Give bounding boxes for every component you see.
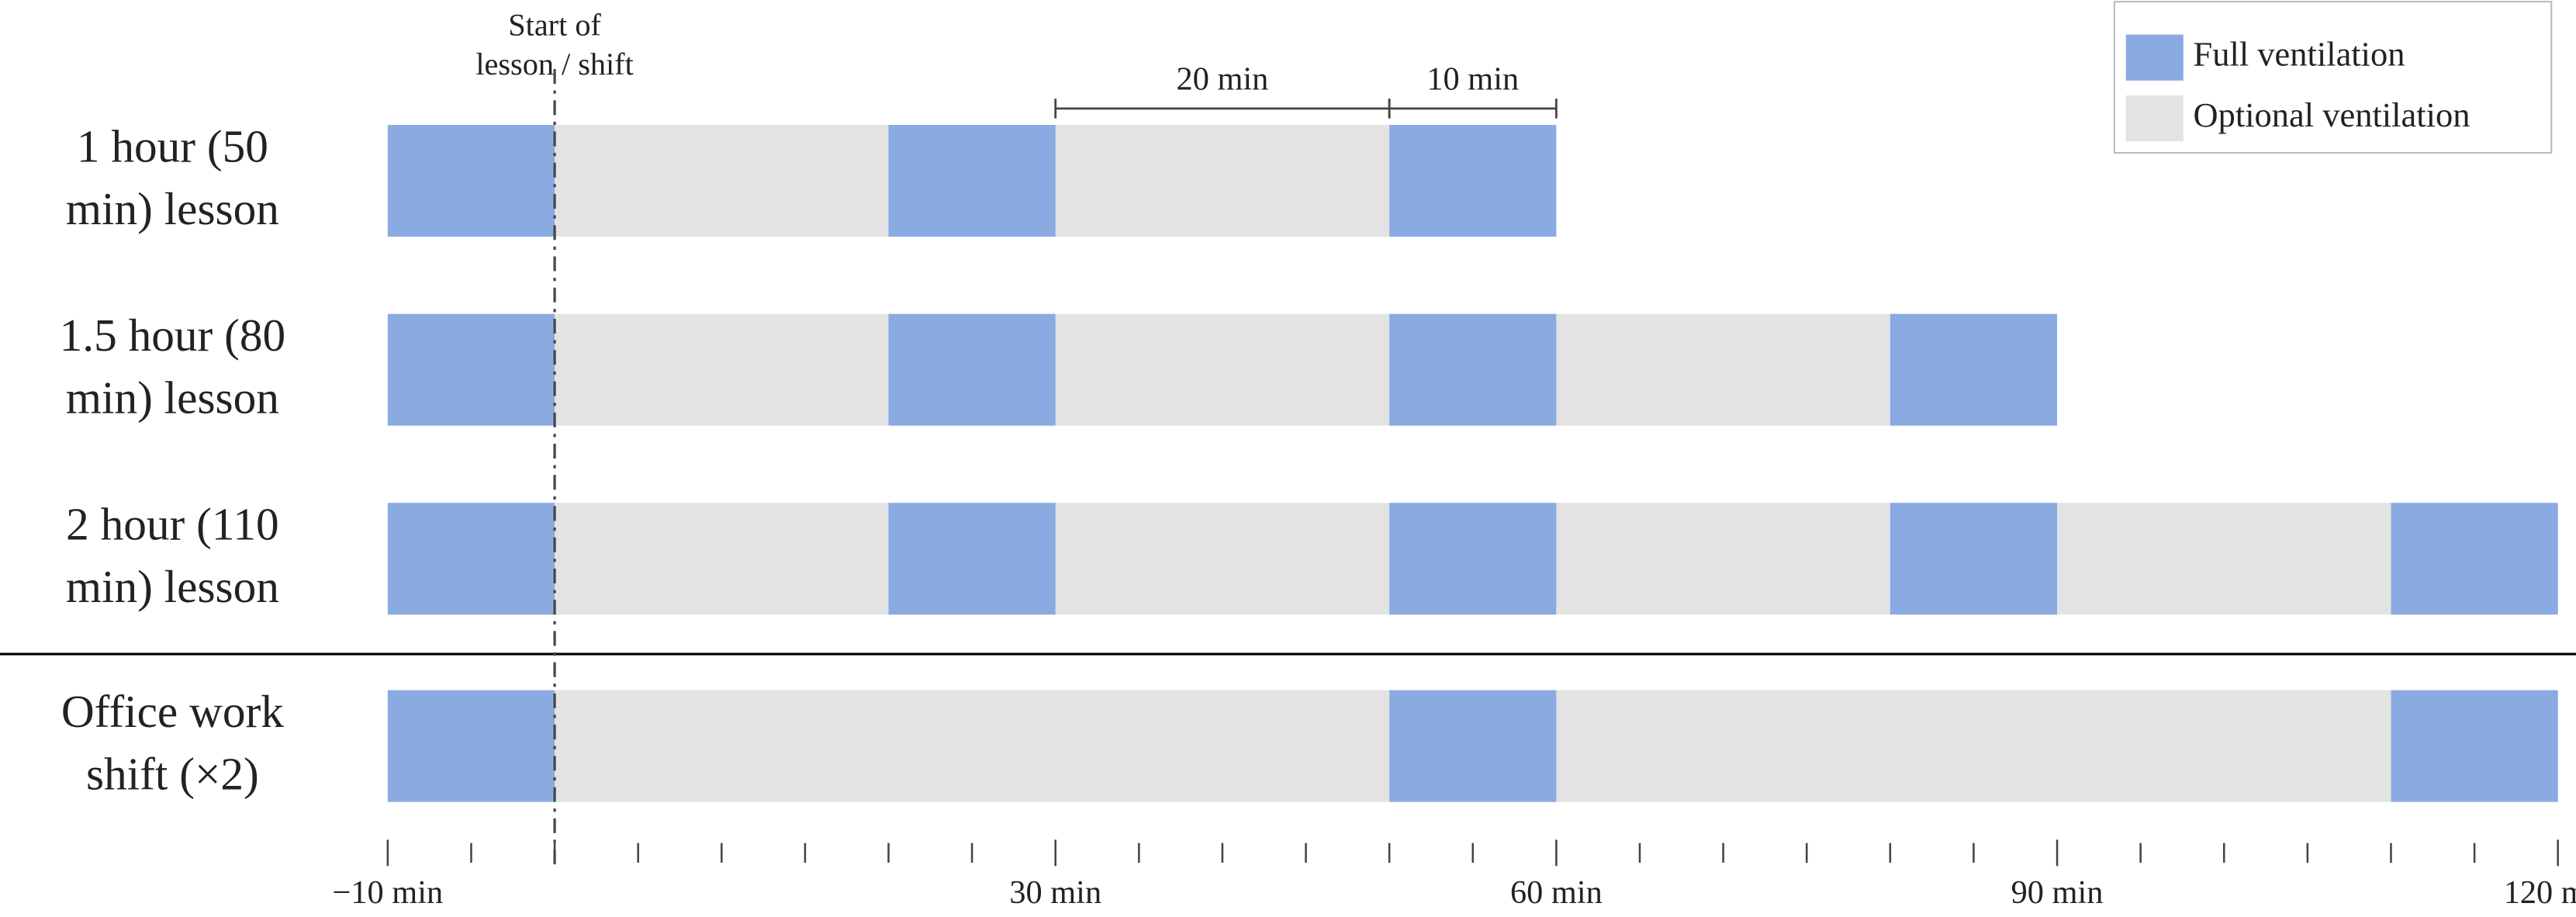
row-label: shift (×2) — [86, 749, 259, 800]
row-label: min) lesson — [66, 372, 279, 424]
row-label: min) lesson — [66, 561, 279, 612]
ventilation-segment — [2391, 503, 2558, 615]
ventilation-segment — [888, 125, 1056, 237]
ventilation-segment — [888, 313, 1056, 426]
x-tick-label: −10 min — [333, 874, 444, 911]
ventilation-segment — [555, 503, 889, 615]
ventilation-segment — [1389, 313, 1557, 426]
legend-swatch — [2125, 95, 2184, 142]
ventilation-segment — [1055, 503, 1390, 615]
ventilation-segment — [1055, 125, 1390, 237]
legend-label: Optional ventilation — [2194, 95, 2471, 134]
row-label: 1.5 hour (80 — [60, 310, 286, 361]
ventilation-segment — [555, 125, 889, 237]
row-label: min) lesson — [66, 183, 279, 234]
ventilation-segment — [387, 503, 555, 615]
row-label: 2 hour (110 — [66, 499, 278, 550]
ventilation-segment — [1389, 125, 1557, 237]
ventilation-segment — [555, 313, 889, 426]
ventilation-segment — [1556, 503, 1890, 615]
ventilation-segment — [2057, 503, 2391, 615]
row-label: 1 hour (50 — [77, 121, 268, 172]
ventilation-segment — [1890, 313, 2058, 426]
start-label: lesson / shift — [475, 47, 633, 81]
ventilation-segment — [1055, 313, 1390, 426]
ventilation-segment — [387, 313, 555, 426]
ventilation-segment — [1556, 313, 1890, 426]
ventilation-segment — [1890, 503, 2058, 615]
x-tick-label: 60 min — [1510, 874, 1603, 911]
ventilation-segment — [888, 503, 1056, 615]
ventilation-segment — [2391, 690, 2558, 802]
start-label: Start of — [508, 7, 601, 42]
legend-box — [2113, 1, 2553, 154]
x-tick-label: 90 min — [2011, 874, 2104, 911]
ventilation-segment — [1389, 503, 1557, 615]
row-label: Office work — [61, 686, 284, 737]
ventilation-segment — [387, 690, 555, 802]
ventilation-segment — [1389, 690, 1557, 802]
ventilation-segment — [555, 690, 1390, 802]
span-label: 10 min — [1426, 61, 1519, 98]
legend-label: Full ventilation — [2194, 34, 2405, 73]
ventilation-segment — [1556, 690, 2391, 802]
x-tick-label: 30 min — [1009, 874, 1101, 911]
ventilation-segment — [387, 125, 555, 237]
span-label: 20 min — [1177, 61, 1269, 98]
legend-swatch — [2125, 34, 2184, 81]
x-tick-label: 120 min — [2504, 874, 2576, 911]
